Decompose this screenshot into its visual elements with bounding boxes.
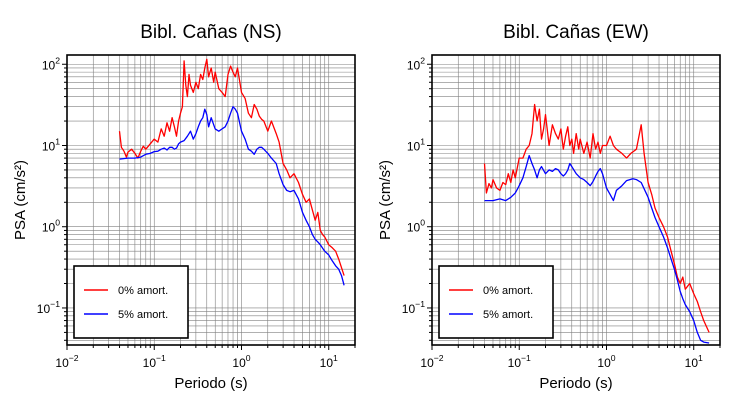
y-tick-label-exp: 2	[55, 55, 60, 65]
x-tick-label: 10−1	[143, 353, 166, 370]
x-tick-label-base: 10	[508, 356, 522, 370]
y-tick-label-base: 10	[42, 58, 56, 72]
y-tick-label-base: 10	[37, 302, 51, 316]
chart-title: Bibl. Cañas (NS)	[140, 22, 282, 43]
x-axis-label: Periodo (s)	[174, 375, 247, 392]
x-tick-label-exp: −1	[521, 353, 531, 363]
y-tick-label-exp: 1	[420, 136, 425, 146]
series-line-1	[483, 103, 710, 333]
y-tick-label-base: 10	[407, 58, 421, 72]
x-tick-label-base: 10	[143, 356, 157, 370]
y-axis-label: PSA (cm/s²)	[12, 160, 29, 240]
y-tick-label-base: 10	[402, 302, 416, 316]
y-tick-label: 10−1	[37, 299, 60, 316]
y-tick-label-exp: 1	[55, 136, 60, 146]
plot-frame	[431, 54, 721, 346]
x-tick-label: 10−2	[420, 353, 443, 370]
x-tick-label-exp: 0	[246, 353, 251, 363]
legend-box	[438, 265, 554, 339]
x-tick-label-exp: −1	[156, 353, 166, 363]
y-tick-label-base: 10	[407, 139, 421, 153]
legend-label: 5% amort.	[118, 309, 168, 321]
series-line-2	[484, 154, 710, 344]
plot-frame	[66, 54, 356, 346]
y-tick-label-exp: 2	[420, 55, 425, 65]
chart-title: Bibl. Cañas (EW)	[503, 22, 649, 43]
y-tick-label: 101	[407, 136, 425, 153]
x-tick-label: 100	[597, 353, 615, 370]
series-line-2	[119, 106, 345, 286]
x-tick-label-exp: 0	[611, 353, 616, 363]
x-tick-label-base: 10	[232, 356, 246, 370]
x-tick-label-base: 10	[55, 356, 69, 370]
x-tick-label: 100	[232, 353, 250, 370]
x-tick-label-base: 10	[685, 356, 699, 370]
y-tick-label: 10−1	[402, 299, 425, 316]
y-tick-label-base: 10	[42, 139, 56, 153]
series-line-1	[118, 58, 345, 276]
y-axis-label: PSA (cm/s²)	[377, 160, 394, 240]
y-tick-label-base: 10	[42, 221, 56, 235]
legend-label: 0% amort.	[118, 285, 168, 297]
x-tick-label-exp: −2	[69, 353, 79, 363]
axis-ticks	[427, 63, 721, 350]
x-tick-label-base: 10	[420, 356, 434, 370]
grid	[67, 55, 355, 345]
y-tick-label: 101	[42, 136, 60, 153]
y-tick-label: 100	[42, 218, 60, 235]
x-tick-label: 101	[320, 353, 338, 370]
y-tick-label-exp: −1	[50, 299, 60, 309]
x-tick-label: 10−1	[508, 353, 531, 370]
y-tick-label-exp: −1	[415, 299, 425, 309]
legend: 0% amort. 5% amort.	[73, 265, 189, 339]
y-tick-label: 102	[42, 55, 60, 72]
y-tick-label: 100	[407, 218, 425, 235]
y-tick-label-base: 10	[407, 221, 421, 235]
x-tick-label-exp: 1	[333, 353, 338, 363]
x-tick-label: 101	[685, 353, 703, 370]
legend-label: 5% amort.	[483, 309, 533, 321]
y-tick-label-exp: 0	[420, 218, 425, 228]
x-tick-label: 10−2	[55, 353, 78, 370]
x-axis-label: Periodo (s)	[539, 375, 612, 392]
x-tick-label-exp: −2	[434, 353, 444, 363]
legend-box	[73, 265, 189, 339]
axis-ticks	[62, 63, 356, 350]
x-tick-label-base: 10	[320, 356, 334, 370]
y-tick-label-exp: 0	[55, 218, 60, 228]
x-tick-label-exp: 1	[698, 353, 703, 363]
legend-label: 0% amort.	[483, 285, 533, 297]
x-tick-label-base: 10	[597, 356, 611, 370]
y-tick-label: 102	[407, 55, 425, 72]
legend: 0% amort. 5% amort.	[438, 265, 554, 339]
